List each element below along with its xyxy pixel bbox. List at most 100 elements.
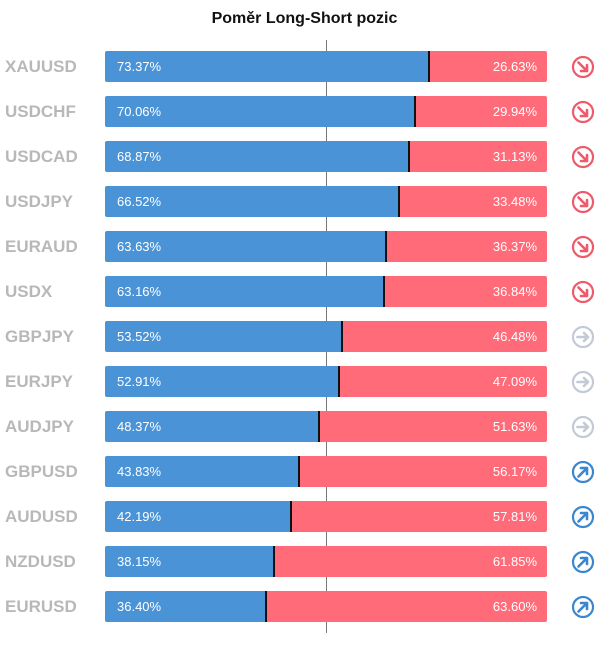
category-label: AUDUSD: [5, 507, 78, 526]
short-bar-segment: [319, 411, 547, 442]
long-value-label: 42.19%: [117, 509, 162, 524]
short-value-label: 46.48%: [492, 329, 537, 344]
ratio-bar: 66.52% 33.48%: [105, 186, 547, 217]
short-value-label: 33.48%: [492, 194, 537, 209]
long-value-label: 48.37%: [117, 419, 162, 434]
long-value-label: 70.06%: [117, 104, 162, 119]
category-label: EURJPY: [5, 372, 74, 391]
long-value-label: 63.63%: [117, 239, 162, 254]
long-value-label: 52.91%: [117, 374, 162, 389]
arrow-down-right-circle-icon: [571, 280, 595, 304]
arrow-down-right-circle-icon: [571, 55, 595, 79]
long-value-label: 63.16%: [117, 284, 162, 299]
chart-row: NZDUSD 38.15% 61.85%: [0, 546, 609, 577]
chart-row: EURAUD 63.63% 36.37%: [0, 231, 609, 262]
bar-divider: [383, 276, 385, 307]
ratio-bar: 53.52% 46.48%: [105, 321, 547, 352]
arrow-down-right-circle-icon: [571, 100, 595, 124]
category-label: NZDUSD: [5, 552, 76, 571]
short-bar-segment: [274, 546, 547, 577]
long-bar-segment: [105, 546, 274, 577]
ratio-bar: 63.16% 36.84%: [105, 276, 547, 307]
ratio-bar: 63.63% 36.37%: [105, 231, 547, 262]
short-value-label: 57.81%: [492, 509, 537, 524]
long-bar-segment: [105, 231, 386, 262]
short-value-label: 47.09%: [492, 374, 537, 389]
arrow-down-right-circle-icon: [571, 190, 595, 214]
category-label: EURAUD: [5, 237, 78, 256]
long-value-label: 73.37%: [117, 59, 162, 74]
bar-divider: [318, 411, 320, 442]
short-value-label: 36.37%: [492, 239, 537, 254]
arrow-up-right-circle-icon: [571, 505, 595, 529]
arrow-right-circle-icon: [571, 370, 595, 394]
chart-title: Poměr Long-Short pozic: [211, 10, 398, 27]
arrow-down-right-circle-icon: [571, 145, 595, 169]
short-bar-segment: [386, 231, 547, 262]
category-label: USDCHF: [5, 102, 76, 121]
short-value-label: 31.13%: [492, 149, 537, 164]
arrow-down-right-circle-icon: [571, 235, 595, 259]
short-bar-segment: [415, 96, 547, 127]
arrow-right-circle-icon: [571, 325, 595, 349]
long-bar-segment: [105, 141, 409, 172]
long-value-label: 38.15%: [117, 554, 162, 569]
ratio-bar: 70.06% 29.94%: [105, 96, 547, 127]
category-label: USDCAD: [5, 147, 78, 166]
chart-row: EURUSD 36.40% 63.60%: [0, 591, 609, 622]
long-value-label: 36.40%: [117, 599, 162, 614]
short-value-label: 29.94%: [492, 104, 537, 119]
bar-divider: [398, 186, 400, 217]
long-value-label: 53.52%: [117, 329, 162, 344]
ratio-bar: 73.37% 26.63%: [105, 51, 547, 82]
category-label: USDX: [5, 282, 53, 301]
chart-row: USDCAD 68.87% 31.13%: [0, 141, 609, 172]
ratio-bar: 43.83% 56.17%: [105, 456, 547, 487]
bar-divider: [338, 366, 340, 397]
ratio-bar: 68.87% 31.13%: [105, 141, 547, 172]
bar-divider: [290, 501, 292, 532]
arrow-up-right-circle-icon: [571, 460, 595, 484]
ratio-bar: 52.91% 47.09%: [105, 366, 547, 397]
long-bar-segment: [105, 366, 339, 397]
short-bar-segment: [299, 456, 547, 487]
bar-divider: [298, 456, 300, 487]
ratio-bar: 36.40% 63.60%: [105, 591, 547, 622]
bar-divider: [385, 231, 387, 262]
chart-row: AUDJPY 48.37% 51.63%: [0, 411, 609, 442]
long-value-label: 68.87%: [117, 149, 162, 164]
category-label: XAUUSD: [5, 57, 77, 76]
long-bar-segment: [105, 456, 299, 487]
short-bar-segment: [384, 276, 547, 307]
long-bar-segment: [105, 51, 429, 82]
short-value-label: 56.17%: [492, 464, 537, 479]
long-bar-segment: [105, 321, 342, 352]
category-label: GBPUSD: [5, 462, 78, 481]
long-bar-segment: [105, 276, 384, 307]
short-bar-segment: [409, 141, 547, 172]
short-value-label: 26.63%: [492, 59, 537, 74]
long-bar-segment: [105, 591, 266, 622]
long-bar-segment: [105, 96, 415, 127]
long-bar-segment: [105, 411, 319, 442]
chart-row: EURJPY 52.91% 47.09%: [0, 366, 609, 397]
bar-divider: [414, 96, 416, 127]
category-label: AUDJPY: [5, 417, 74, 436]
short-bar-segment: [339, 366, 547, 397]
long-value-label: 66.52%: [117, 194, 162, 209]
chart-row: GBPJPY 53.52% 46.48%: [0, 321, 609, 352]
short-bar-segment: [291, 501, 547, 532]
category-label: GBPJPY: [5, 327, 74, 346]
short-value-label: 36.84%: [492, 284, 537, 299]
category-label: EURUSD: [5, 597, 77, 616]
short-value-label: 63.60%: [492, 599, 537, 614]
short-bar-segment: [399, 186, 547, 217]
short-value-label: 51.63%: [492, 419, 537, 434]
chart-row: USDJPY 66.52% 33.48%: [0, 186, 609, 217]
chart-row: AUDUSD 42.19% 57.81%: [0, 501, 609, 532]
short-bar-segment: [342, 321, 547, 352]
bar-divider: [428, 51, 430, 82]
arrow-up-right-circle-icon: [571, 595, 595, 619]
long-bar-segment: [105, 186, 399, 217]
chart-row: USDX 63.16% 36.84%: [0, 276, 609, 307]
